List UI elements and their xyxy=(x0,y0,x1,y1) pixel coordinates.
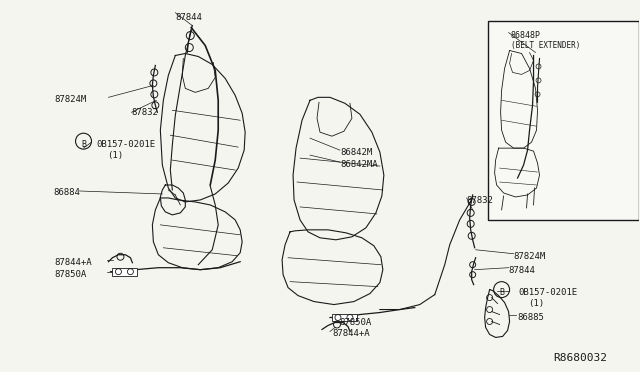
Text: 87844+A: 87844+A xyxy=(54,258,92,267)
Text: R8680032: R8680032 xyxy=(554,353,607,363)
Text: 87850A: 87850A xyxy=(339,318,371,327)
Text: 86848P: 86848P xyxy=(511,31,541,39)
Text: 86842M: 86842M xyxy=(340,148,372,157)
Bar xyxy=(113,268,138,276)
Text: B: B xyxy=(499,288,504,297)
Text: 86842MA: 86842MA xyxy=(340,160,378,169)
Text: 87844: 87844 xyxy=(175,13,202,22)
Text: 0B157-0201E: 0B157-0201E xyxy=(97,140,156,149)
Text: (1): (1) xyxy=(529,299,545,308)
Bar xyxy=(488,20,639,220)
Text: 86885: 86885 xyxy=(518,312,545,321)
Text: 87824M: 87824M xyxy=(513,252,546,261)
Text: 0B157-0201E: 0B157-0201E xyxy=(518,288,578,296)
Text: 87832: 87832 xyxy=(131,108,158,117)
Text: (1): (1) xyxy=(108,151,124,160)
Text: 87832: 87832 xyxy=(467,196,493,205)
Text: 87844+A: 87844+A xyxy=(332,330,369,339)
Text: 87850A: 87850A xyxy=(54,270,87,279)
Text: 87844: 87844 xyxy=(509,266,536,275)
Text: 87824M: 87824M xyxy=(54,95,87,104)
Text: B: B xyxy=(81,140,86,149)
Text: 86884: 86884 xyxy=(54,188,81,197)
Bar xyxy=(332,314,357,321)
Text: (BELT EXTENDER): (BELT EXTENDER) xyxy=(511,41,580,49)
